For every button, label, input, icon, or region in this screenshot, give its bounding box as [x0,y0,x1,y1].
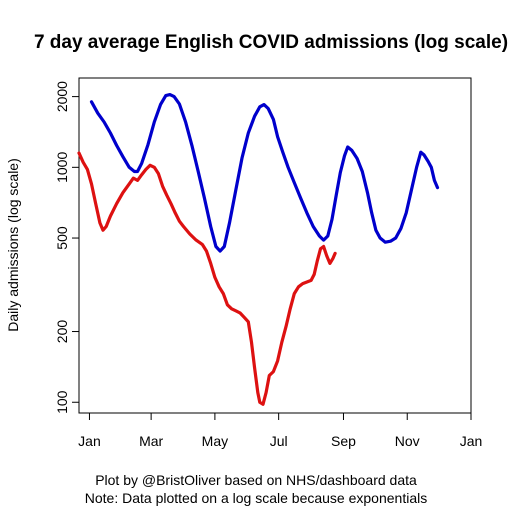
y-tick-label: 1000 [54,152,70,183]
x-axis: Jan Mar May Jul Sep Nov Jan [78,413,482,449]
chart-title: 7 day average English COVID admissions (… [34,32,508,53]
y-tick-label: 2000 [54,81,70,112]
x-tick-label: Mar [139,433,163,449]
y-axis: 100 200 500 1000 2000 [54,81,79,414]
plot-frame [78,77,472,414]
y-tick-label: 100 [54,390,70,414]
footer-note: Note: Data plotted on a log scale becaus… [84,490,428,506]
y-tick-label: 500 [54,226,70,250]
y-tick-label: 200 [54,320,70,344]
x-tick-label: Jan [78,433,101,449]
x-tick-label: Jul [270,433,288,449]
footer-credit: Plot by @BristOliver based on NHS/dashbo… [95,472,417,488]
series-line-2 [77,151,337,406]
series-line-1 [89,92,440,253]
x-tick-label: May [202,433,228,449]
series-layer [77,92,440,406]
x-tick-label: Nov [395,433,420,449]
x-tick-label: Sep [331,433,356,449]
y-axis-label: Daily admissions (log scale) [5,158,21,332]
x-tick-label: Jan [460,433,483,449]
